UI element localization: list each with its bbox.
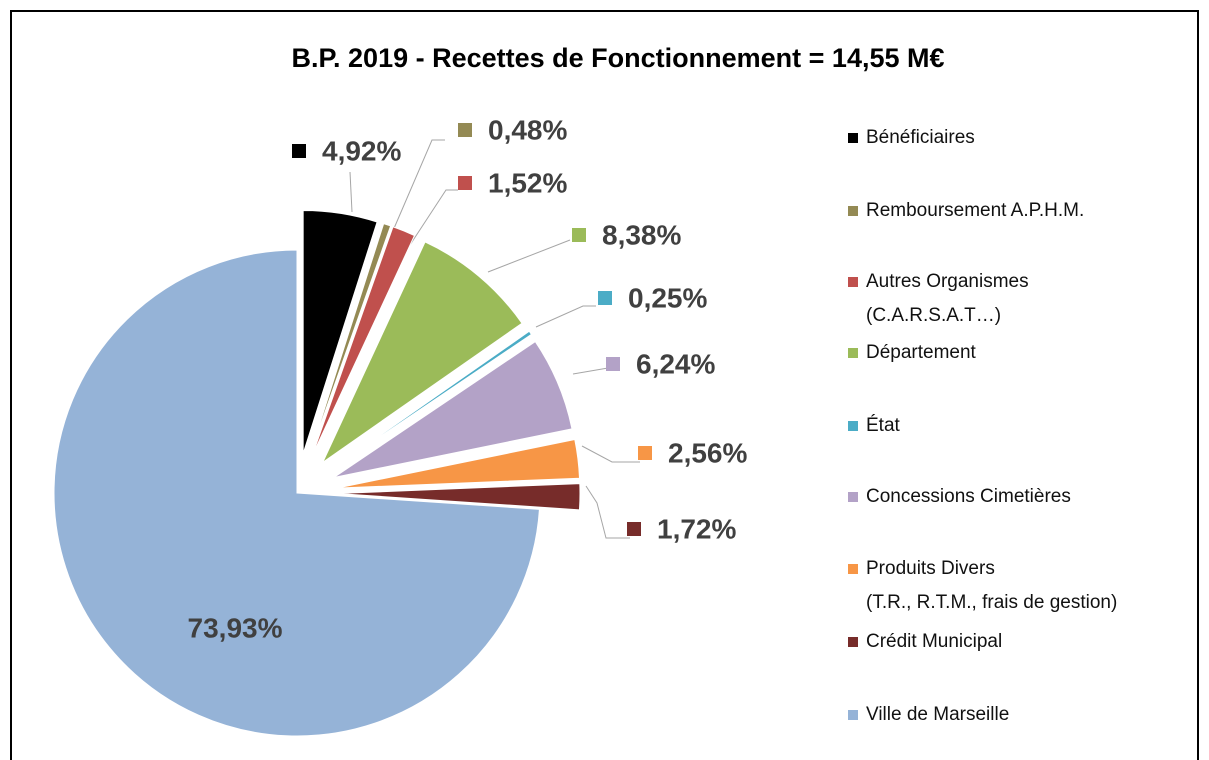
legend-swatch (848, 564, 858, 574)
legend-label: Bénéficiaires (866, 127, 975, 148)
chart-title: B.P. 2019 - Recettes de Fonctionnement =… (292, 43, 945, 73)
pie-slice (302, 209, 378, 454)
pie-slice (329, 330, 533, 471)
data-label: 73,93% (188, 612, 283, 643)
pie-slice (336, 483, 581, 511)
label-swatch (458, 123, 472, 137)
legend-label: Ville de Marseille (866, 704, 1010, 725)
pie-slice (53, 249, 540, 737)
pie-slice (336, 438, 581, 489)
pie-slice (321, 241, 523, 464)
legend-swatch (848, 277, 858, 287)
legend-label: Remboursement A.P.H.M. (866, 200, 1085, 221)
pie-slice (333, 340, 573, 478)
legend-item: Produits Divers (T.R., R.T.M., frais de … (848, 552, 1117, 620)
pie-slice (309, 222, 392, 456)
legend-swatch (848, 637, 858, 647)
legend-item: Remboursement A.P.H.M. (848, 194, 1084, 228)
label-swatch (458, 176, 472, 190)
legend-swatch (848, 206, 858, 216)
legend-item: Autres Organismes (C.A.R.S.A.T…) (848, 265, 1029, 333)
data-label: 8,38% (602, 219, 681, 250)
legend-swatch (848, 710, 858, 720)
legend-label: Crédit Municipal (866, 631, 1003, 652)
pie-slice (311, 226, 416, 457)
data-label: 0,48% (488, 114, 567, 145)
label-swatch (638, 446, 652, 460)
legend-item: État (848, 409, 900, 443)
legend-swatch (848, 348, 858, 358)
legend-label: Concessions Cimetières (866, 486, 1071, 507)
legend-label: État (866, 415, 900, 436)
legend-swatch (848, 492, 858, 502)
label-swatch (572, 228, 586, 242)
data-label: 1,52% (488, 167, 567, 198)
legend-item: Bénéficiaires (848, 121, 975, 155)
legend-item: Crédit Municipal (848, 625, 1002, 659)
legend-item: Concessions Cimetières (848, 480, 1071, 514)
legend-label: Département (866, 342, 976, 363)
legend-swatch (848, 133, 858, 143)
data-label: 4,92% (322, 135, 401, 166)
label-swatch (627, 522, 641, 536)
leader-lines (349, 139, 640, 539)
legend-swatch (848, 421, 858, 431)
label-swatch (598, 291, 612, 305)
data-label: 2,56% (668, 437, 747, 468)
data-label: 0,25% (628, 282, 707, 313)
legend-item: Département (848, 336, 976, 370)
legend-item: Ville de Marseille (848, 698, 1009, 732)
chart-border (10, 10, 1199, 760)
data-label: 1,72% (657, 513, 736, 544)
legend-label: Produits Divers (T.R., R.T.M., frais de … (866, 558, 1118, 613)
legend-label: Autres Organismes (C.A.R.S.A.T…) (866, 271, 1029, 326)
data-label: 6,24% (636, 348, 715, 379)
label-swatch (292, 144, 306, 158)
label-swatch (606, 357, 620, 371)
